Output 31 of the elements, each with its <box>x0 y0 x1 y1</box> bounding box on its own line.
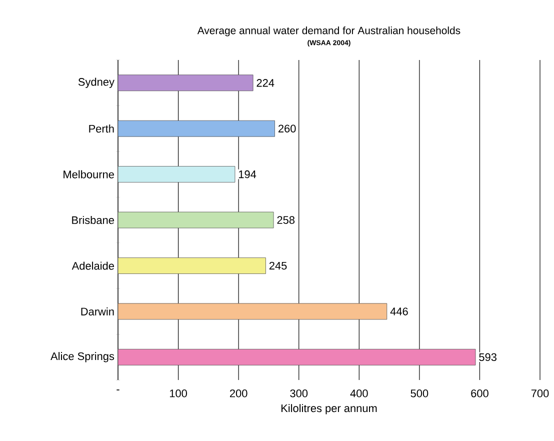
data-label: 260 <box>278 124 296 132</box>
data-label: 258 <box>277 216 295 224</box>
bar <box>118 258 266 274</box>
data-label: 194 <box>238 170 256 178</box>
y-tick-label: Darwin <box>81 307 114 316</box>
data-label: 245 <box>269 262 287 270</box>
bar <box>118 348 476 366</box>
chart-title: Average annual water demand for Australian households <box>197 26 460 36</box>
x-tick-label: 400 <box>350 390 368 398</box>
data-label: 446 <box>390 308 408 316</box>
data-label: 593 <box>479 353 496 362</box>
x-tick-label: 300 <box>290 390 308 398</box>
y-tick-label: Sydney <box>78 78 114 88</box>
y-tick-label: Perth <box>89 124 114 133</box>
y-tick-label: Melbourne <box>64 170 114 178</box>
y-tick-label: Brisbane <box>72 216 114 224</box>
y-tick-label: Adelaide <box>72 262 114 270</box>
x-tick-label: 500 <box>410 390 428 398</box>
bar <box>118 120 275 137</box>
bar <box>118 74 254 92</box>
bar <box>118 212 274 228</box>
x-tick-label: - <box>116 389 120 390</box>
data-label: 224 <box>256 79 274 87</box>
y-tick-label: Alice Springs <box>50 352 114 362</box>
x-tick-label: 700 <box>531 390 549 398</box>
x-tick-label: 200 <box>230 390 248 398</box>
bar <box>118 303 388 320</box>
x-tick-label: 100 <box>170 390 187 398</box>
x-tick-label: 600 <box>471 390 488 398</box>
bar <box>118 166 236 182</box>
x-axis-title: Kilolitres per annum <box>281 404 377 414</box>
